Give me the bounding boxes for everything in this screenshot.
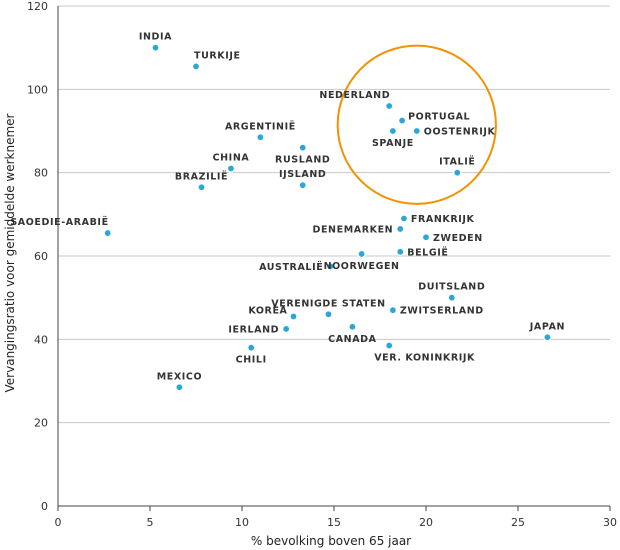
point-argentinie	[256, 132, 265, 142]
point-japan	[543, 332, 552, 342]
x-tick-label: 10	[235, 516, 249, 529]
axes: 0 20 40 60 80 100 120 0 5 10 15 20 25 30	[27, 0, 617, 529]
label-chili: CHILI	[236, 355, 267, 366]
label-brazilie: BRAZILIË	[175, 171, 228, 182]
y-tick-label: 100	[27, 83, 48, 96]
label-belgie: BELGIË	[407, 247, 448, 258]
label-spanje: SPANJE	[372, 138, 414, 149]
point-verenigde-staten	[324, 310, 333, 319]
label-argentinie: ARGENTINIË	[225, 121, 296, 132]
point-zwitserland	[388, 305, 398, 315]
point-italie	[452, 168, 462, 177]
point-canada	[348, 322, 357, 332]
point-rusland	[298, 143, 308, 152]
y-tick-label: 0	[41, 500, 48, 513]
label-duitsland: DUITSLAND	[418, 282, 485, 293]
point-korea	[289, 312, 298, 321]
point-chili	[246, 343, 256, 352]
label-ijsland: IJSLAND	[279, 169, 326, 180]
y-tick-label: 80	[34, 167, 48, 180]
point-noorwegen	[357, 249, 366, 259]
gridlines	[58, 5, 610, 424]
label-portugal: PORTUGAL	[408, 112, 470, 123]
point-ver-koninkrijk	[384, 341, 394, 350]
point-ierland	[281, 324, 291, 334]
label-italie: ITALIË	[439, 157, 475, 168]
highlight-group	[336, 44, 497, 205]
x-tick-label: 30	[603, 516, 617, 529]
x-tick-label: 5	[147, 516, 154, 529]
highlight-circle	[336, 44, 497, 205]
label-china: CHINA	[213, 153, 250, 164]
point-belgie	[395, 247, 405, 257]
label-frankrijk: FRANKRIJK	[411, 214, 475, 225]
label-japan: JAPAN	[529, 321, 565, 332]
label-turkije: TURKIJE	[194, 50, 241, 61]
y-tick-label: 60	[34, 250, 48, 263]
label-zwitserland: ZWITSERLAND	[400, 306, 484, 317]
point-mexico	[175, 382, 184, 392]
label-zweden: ZWEDEN	[433, 233, 483, 244]
y-tick-label: 20	[34, 417, 48, 430]
label-nederland: NEDERLAND	[319, 90, 390, 101]
point-labels: INDIA TURKIJE ARGENTINIË RUSLAND CHINA BRAZIL…	[10, 32, 565, 383]
label-noorwegen: NOORWEGEN	[324, 261, 400, 272]
point-zweden	[421, 232, 431, 242]
point-china	[226, 164, 236, 173]
point-saoedie-arabie	[103, 228, 112, 238]
label-mexico: MEXICO	[157, 371, 202, 382]
label-korea: KOREA	[248, 305, 287, 316]
data-points	[103, 43, 552, 392]
point-oostenrijk	[412, 126, 422, 136]
point-turkije	[191, 62, 201, 71]
y-tick-label: 120	[27, 0, 48, 13]
label-ver-koninkrijk: VER. KONINKRIJK	[374, 353, 475, 364]
label-verenigde-staten: VERENIGDE STATEN	[271, 298, 385, 309]
y-axis-title: Vervangingsratio voor gemiddelde werknem…	[3, 113, 17, 392]
label-saoedie-arabie: SAOEDIE-ARABIË	[10, 217, 108, 228]
label-australie: AUSTRALIË	[259, 262, 323, 273]
label-ierland: IERLAND	[228, 324, 279, 335]
x-tick-label: 25	[511, 516, 525, 529]
point-spanje	[388, 126, 398, 136]
point-duitsland	[447, 293, 457, 302]
label-oostenrijk: OOSTENRIJK	[424, 127, 496, 138]
x-tick-label: 15	[327, 516, 341, 529]
point-nederland	[384, 101, 394, 111]
label-denemarken: DENEMARKEN	[312, 224, 393, 235]
point-australie	[326, 262, 335, 271]
x-tick-label: 20	[419, 516, 433, 529]
point-india	[151, 43, 160, 52]
point-denemarken	[395, 224, 405, 234]
point-portugal	[397, 116, 407, 125]
point-frankrijk	[399, 214, 409, 223]
point-brazilie	[197, 182, 206, 192]
x-tick-label: 0	[55, 516, 62, 529]
label-canada: CANADA	[328, 334, 377, 345]
x-axis-title: % bevolking boven 65 jaar	[251, 534, 411, 548]
point-ijsland	[298, 180, 308, 190]
y-tick-label: 40	[34, 333, 48, 346]
label-rusland: RUSLAND	[275, 155, 330, 166]
label-india: INDIA	[139, 32, 172, 43]
